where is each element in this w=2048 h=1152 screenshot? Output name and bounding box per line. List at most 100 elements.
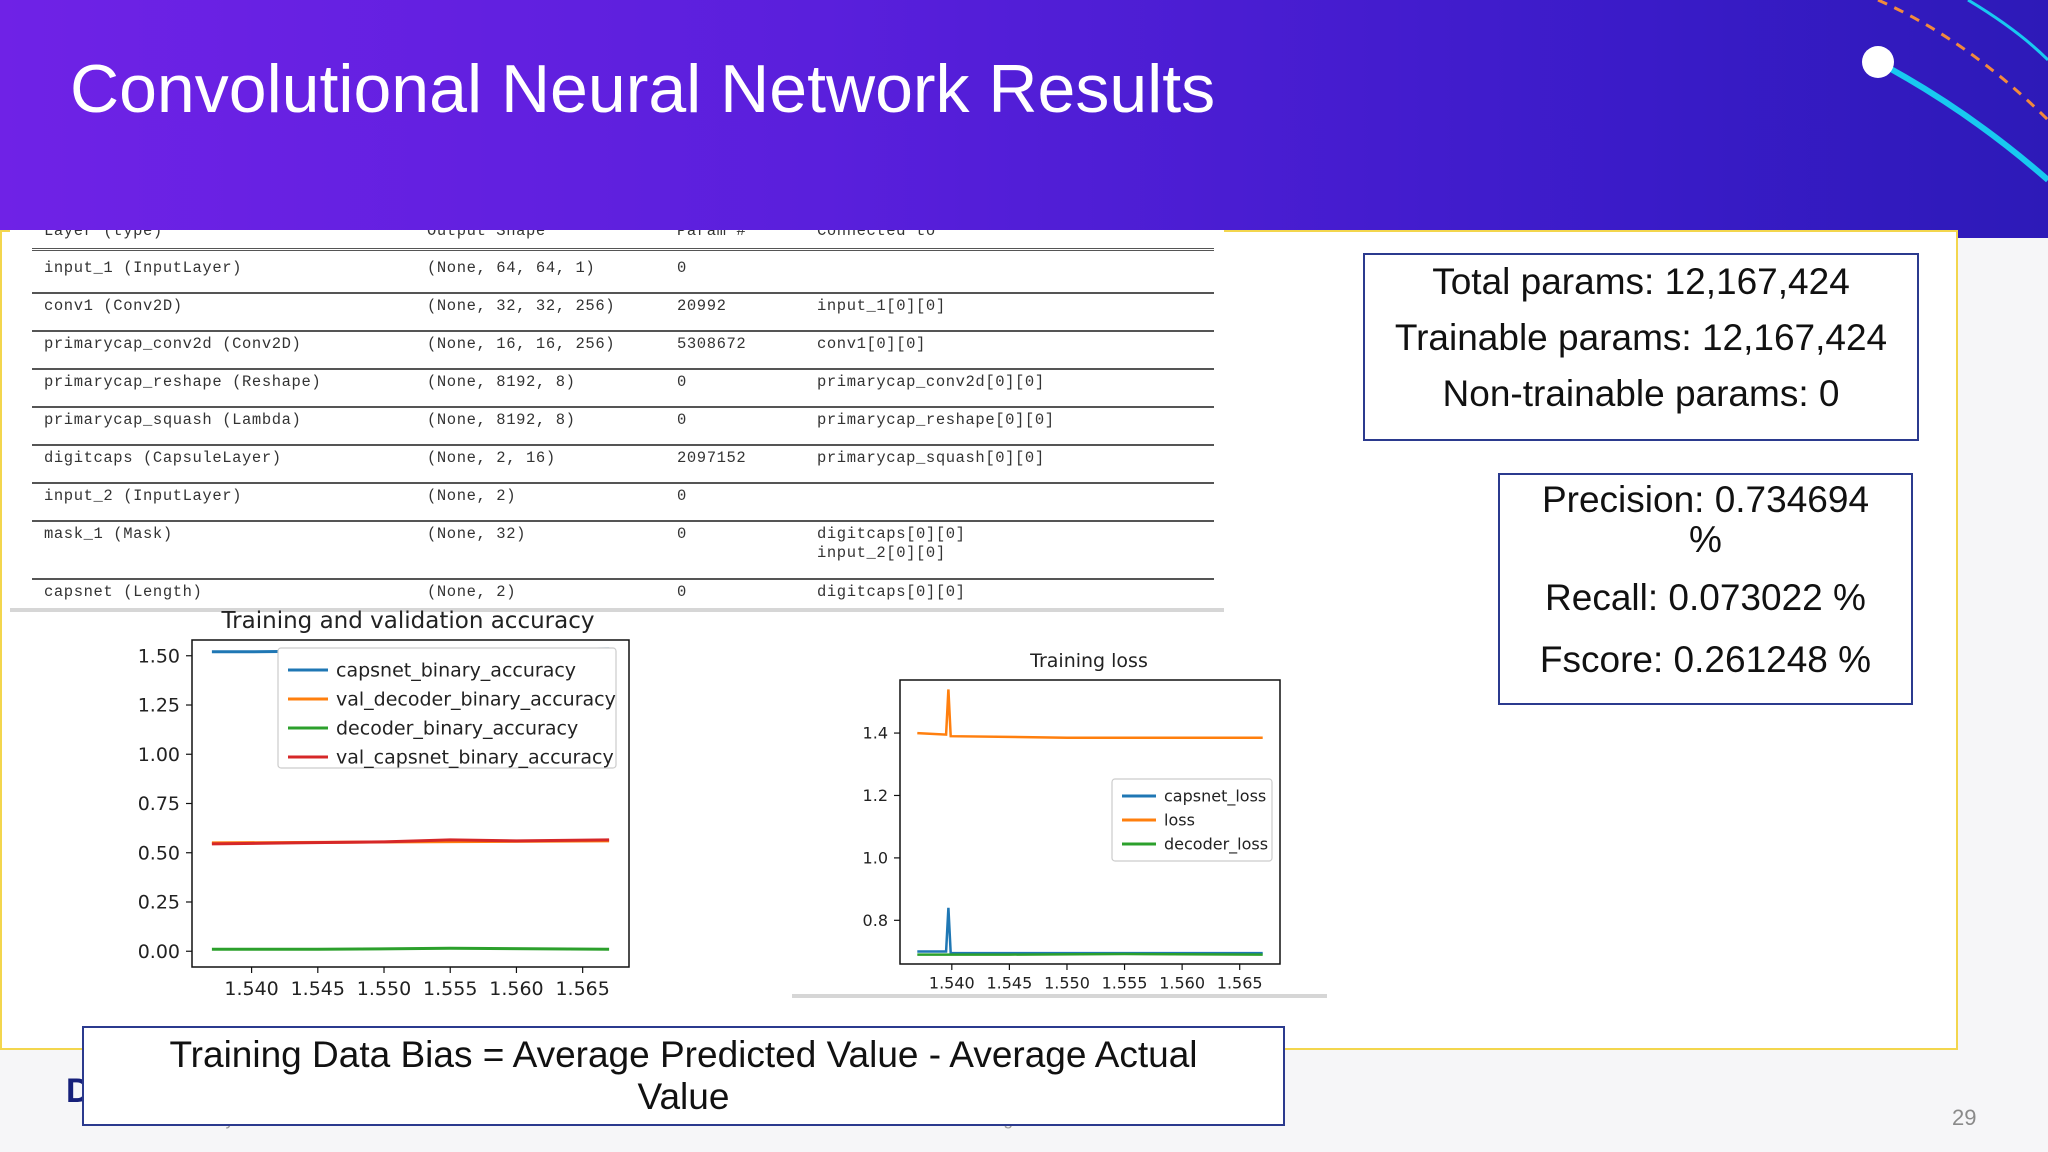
table-row: digitcaps (CapsuleLayer) (None, 2, 16) 2… [32,444,1214,484]
table-row: primarycap_conv2d (Conv2D) (None, 16, 16… [32,330,1214,370]
cell: (None, 2) [427,487,517,505]
cell: input_2 (InputLayer) [44,487,243,505]
legend-label: capsnet_loss [1164,787,1266,807]
y-tick-label: 0.50 [138,842,180,864]
cell: 2097152 [677,449,747,467]
table-row: mask_1 (Mask) (None, 32) 0 digitcaps[0][… [32,520,1214,580]
y-tick-label: 0.00 [138,941,180,963]
legend-box [277,647,617,769]
table-row: capsnet (Length) (None, 2) 0 digitcaps[0… [32,578,1214,608]
cell: 0 [677,259,687,277]
cell: digitcaps (CapsuleLayer) [44,449,282,467]
series-line-decoder_loss [917,952,1263,956]
header-connected: Connected to [817,230,936,240]
loss-chart: Training loss 1.4 1.2 1.0 0.8 1.540 1.545 1.5… [792,650,1327,998]
header-output-shape: Output Shape [427,230,546,240]
series-line-loss [917,689,1263,739]
bias-formula-line-2: Value [637,1076,730,1117]
table-row: primarycap_squash (Lambda) (None, 8192, … [32,406,1214,446]
header-layer: Layer (type) [44,230,163,240]
legend-label: decoder_binary_accuracy [336,718,578,740]
page-number: 29 [1952,1105,1977,1130]
trainable-params: Trainable params: 12,167,424 [1394,317,1888,358]
cell: conv1[0][0] [817,335,926,353]
y-tick-label: 1.50 [138,645,180,667]
legend-label: val_decoder_binary_accuracy [336,689,616,711]
cell: primarycap_reshape (Reshape) [44,373,322,391]
slide-title: Convolutional Neural Network Results [70,51,1216,127]
x-tick-label: 1.545 [986,973,1032,992]
legend-label: decoder_loss [1164,835,1268,855]
table-row: input_1 (InputLayer) (None, 64, 64, 1) 0 [32,254,1214,294]
x-tick-label: 1.545 [291,978,345,1000]
bias-formula-box: Training Data Bias = Average Predicted V… [82,1026,1285,1126]
non-trainable-params: Non-trainable params: 0 [1442,373,1840,414]
cell: primarycap_reshape[0][0] [817,411,1055,429]
cell: capsnet (Length) [44,583,203,601]
x-tick-label: 1.565 [555,978,609,1000]
cell: (None, 2) [427,583,517,601]
y-tick-label: 0.75 [138,793,180,815]
cell: (None, 32) [427,525,527,543]
cell: (None, 16, 16, 256) [427,335,616,353]
chart-title: Training and validation accuracy [221,608,595,634]
cell: digitcaps[0][0] input_2[0][0] [817,525,966,562]
legend-box [1111,778,1273,862]
cell: 20992 [677,297,727,315]
cell: (None, 8192, 8) [427,411,576,429]
y-tick-label: 0.25 [138,892,180,914]
model-summary-table: Layer (type) Output Shape Param # Connec… [10,230,1224,612]
recall-value: Recall: 0.073022 % [1545,577,1866,618]
cell: 5308672 [677,335,747,353]
crop-edge [792,994,1327,998]
legend-label: val_capsnet_binary_accuracy [336,747,614,769]
cell: 0 [677,411,687,429]
cell: 0 [677,487,687,505]
chart-title: Training loss [1029,650,1148,672]
series-line-val_capsnet_binary_accuracy [211,838,610,846]
x-tick-label: 1.555 [1102,973,1148,992]
table-row: conv1 (Conv2D) (None, 32, 32, 256) 20992… [32,292,1214,332]
x-tick-label: 1.560 [1159,973,1205,992]
y-tick-label: 1.0 [863,848,888,867]
fscore-value: Fscore: 0.261248 % [1539,639,1872,680]
table-row: input_2 (InputLayer) (None, 2) 0 [32,482,1214,522]
y-tick-label: 1.2 [863,786,888,805]
cell: (None, 32, 32, 256) [427,297,616,315]
cell: input_1[0][0] [817,297,946,315]
x-tick-label: 1.540 [224,978,278,1000]
cell: input_1 (InputLayer) [44,259,243,277]
cell: 0 [677,373,687,391]
legend-label: loss [1164,811,1195,830]
cell: mask_1 (Mask) [44,525,173,543]
cell: (None, 64, 64, 1) [427,259,596,277]
series-line-decoder_binary_accuracy [211,946,610,951]
precision-value: Precision: 0.734694 [1541,479,1870,520]
series-line-capsnet_loss [917,907,1263,955]
metrics-box: Precision: 0.734694 % Recall: 0.073022 %… [1498,473,1913,705]
precision-unit: % [1689,519,1722,560]
cell: (None, 8192, 8) [427,373,576,391]
header-decoration [1862,0,2048,183]
x-tick-label: 1.550 [1044,973,1090,992]
cell: conv1 (Conv2D) [44,297,183,315]
cell: digitcaps[0][0] [817,583,966,601]
x-tick-label: 1.550 [357,978,411,1000]
table-row: primarycap_reshape (Reshape) (None, 8192… [32,368,1214,408]
x-tick-label: 1.565 [1217,973,1263,992]
accuracy-chart: Training and validation accuracy 1.50 1.2… [138,608,630,1000]
table-header: Layer (type) Output Shape Param # Connec… [32,230,1214,251]
x-tick-label: 1.540 [929,973,975,992]
slide-header: Convolutional Neural Network Results [0,0,2048,238]
cell: primarycap_conv2d[0][0] [817,373,1045,391]
y-tick-label: 1.00 [138,744,180,766]
x-tick-label: 1.555 [423,978,477,1000]
cell: primarycap_conv2d (Conv2D) [44,335,302,353]
cell: primarycap_squash (Lambda) [44,411,302,429]
params-summary-box: Total params: 12,167,424 Trainable param… [1363,253,1919,441]
x-tick-label: 1.560 [489,978,543,1000]
y-tick-label: 0.8 [863,911,888,930]
total-params: Total params: 12,167,424 [1432,261,1850,302]
legend-label: capsnet_binary_accuracy [336,660,576,682]
cell: 0 [677,525,687,543]
